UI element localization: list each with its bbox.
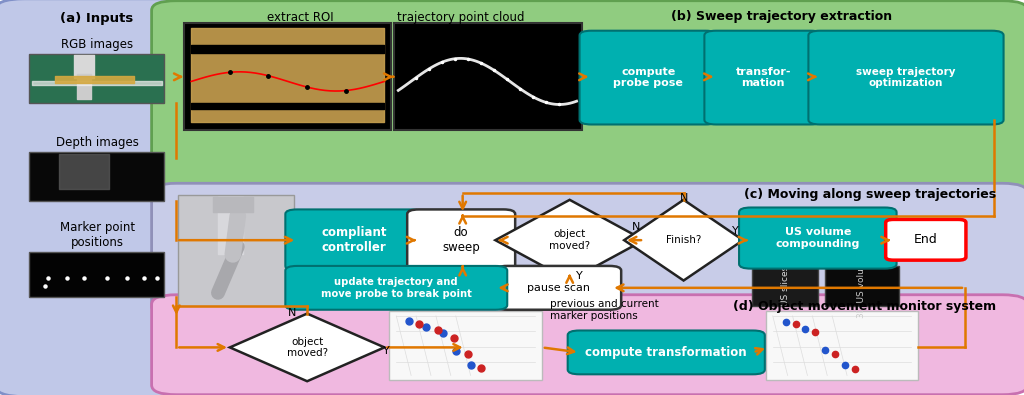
- FancyBboxPatch shape: [825, 266, 899, 305]
- Text: N: N: [679, 193, 688, 203]
- Text: 3D US volume: 3D US volume: [857, 254, 866, 318]
- FancyBboxPatch shape: [29, 252, 165, 297]
- Text: Depth images: Depth images: [55, 136, 138, 149]
- Text: N: N: [632, 222, 640, 233]
- FancyBboxPatch shape: [567, 331, 765, 374]
- Text: update trajectory and
move probe to break point: update trajectory and move probe to brea…: [321, 277, 472, 299]
- Text: object
moved?: object moved?: [549, 229, 590, 251]
- Text: extract ROI: extract ROI: [267, 11, 334, 24]
- FancyBboxPatch shape: [152, 295, 1024, 395]
- FancyBboxPatch shape: [286, 266, 507, 310]
- FancyBboxPatch shape: [178, 195, 294, 305]
- Text: RGB images: RGB images: [61, 38, 133, 51]
- Text: US volume
compounding: US volume compounding: [775, 227, 860, 249]
- FancyBboxPatch shape: [886, 219, 966, 260]
- FancyBboxPatch shape: [389, 311, 542, 380]
- Text: (a) Inputs: (a) Inputs: [60, 11, 134, 24]
- Text: object
moved?: object moved?: [287, 337, 328, 358]
- FancyBboxPatch shape: [739, 207, 897, 269]
- FancyBboxPatch shape: [766, 311, 919, 380]
- FancyBboxPatch shape: [29, 152, 165, 201]
- Text: compute transformation: compute transformation: [586, 346, 748, 359]
- FancyBboxPatch shape: [705, 31, 822, 124]
- Text: sweep trajectory
optimization: sweep trajectory optimization: [856, 67, 955, 88]
- Text: (c) Moving along sweep trajectories: (c) Moving along sweep trajectories: [743, 188, 995, 201]
- Text: Marker point
positions: Marker point positions: [59, 221, 135, 249]
- Text: previous and current
marker positions: previous and current marker positions: [550, 299, 658, 321]
- Text: Finish?: Finish?: [666, 235, 701, 245]
- FancyBboxPatch shape: [152, 183, 1024, 316]
- FancyBboxPatch shape: [29, 54, 165, 103]
- FancyBboxPatch shape: [184, 23, 391, 130]
- FancyBboxPatch shape: [580, 31, 717, 124]
- Text: N: N: [288, 308, 297, 318]
- Text: Y: Y: [577, 271, 583, 280]
- FancyBboxPatch shape: [152, 1, 1024, 205]
- Text: (b) Sweep trajectory extraction: (b) Sweep trajectory extraction: [671, 9, 892, 23]
- FancyBboxPatch shape: [808, 31, 1004, 124]
- Text: Y: Y: [383, 346, 390, 356]
- Text: do
sweep: do sweep: [442, 226, 480, 254]
- FancyBboxPatch shape: [0, 0, 201, 395]
- FancyBboxPatch shape: [496, 266, 622, 310]
- Text: pause scan: pause scan: [526, 283, 590, 293]
- Text: compute
probe pose: compute probe pose: [613, 67, 683, 88]
- Text: US slices: US slices: [780, 266, 790, 306]
- Text: transfor-
mation: transfor- mation: [735, 67, 792, 88]
- Text: compliant
controller: compliant controller: [322, 226, 387, 254]
- FancyBboxPatch shape: [286, 209, 423, 271]
- FancyBboxPatch shape: [752, 266, 818, 305]
- Text: (d) Object movement monitor system: (d) Object movement monitor system: [732, 300, 995, 313]
- FancyBboxPatch shape: [394, 23, 582, 130]
- FancyBboxPatch shape: [408, 209, 515, 271]
- Text: Y: Y: [732, 226, 738, 236]
- Polygon shape: [496, 200, 644, 280]
- Text: End: End: [914, 233, 938, 246]
- Polygon shape: [229, 314, 384, 381]
- Text: trajectory point cloud: trajectory point cloud: [397, 11, 524, 24]
- Polygon shape: [625, 200, 743, 280]
